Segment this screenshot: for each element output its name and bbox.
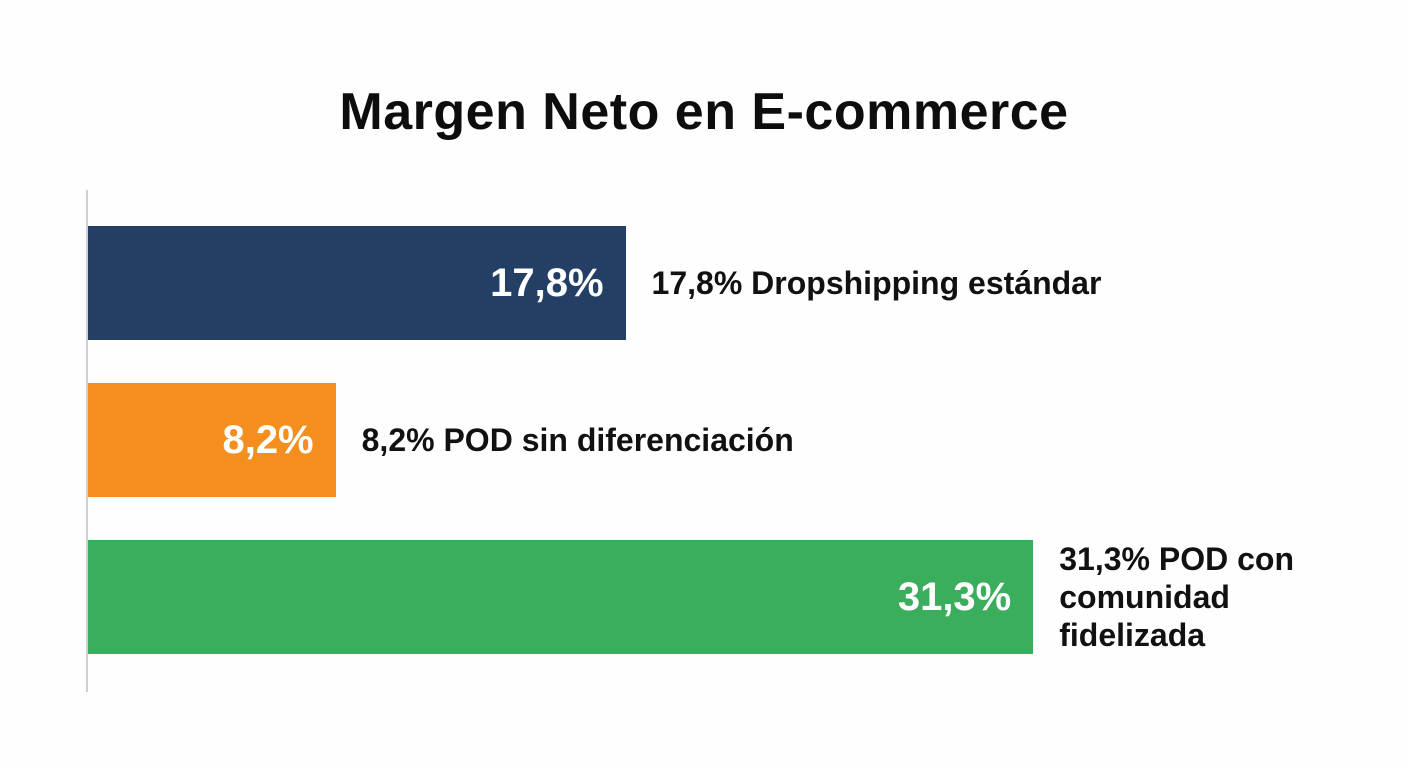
bar-value-label: 31,3% (897, 575, 1012, 619)
bar-label-line: fidelizada (1059, 617, 1206, 653)
bar-value-label: 17,8% (490, 261, 604, 305)
bar-label-line: comunidad (1059, 579, 1230, 615)
bar-label-line: 17,8% Dropshipping estándar (651, 265, 1102, 301)
bar-label-line: 8,2% POD sin diferenciación (361, 422, 794, 458)
bar-category-label: 17,8% Dropshipping estándar (652, 264, 1102, 302)
bar-value-label: 8,2% (222, 418, 314, 462)
chart-title: Margen Neto en E-commerce (339, 83, 1069, 141)
bar-3: 31,3% (88, 540, 1034, 654)
bar-category-label: 8,2% POD sin diferenciación (362, 421, 794, 459)
bar-category-label: 31,3% POD con comunidad fidelizada (1059, 540, 1294, 654)
y-axis-line (86, 190, 88, 692)
bar-1: 17,8% (88, 226, 626, 340)
bar-label-line: 31,3% POD con (1059, 541, 1294, 577)
bar-2: 8,2% (88, 383, 336, 497)
